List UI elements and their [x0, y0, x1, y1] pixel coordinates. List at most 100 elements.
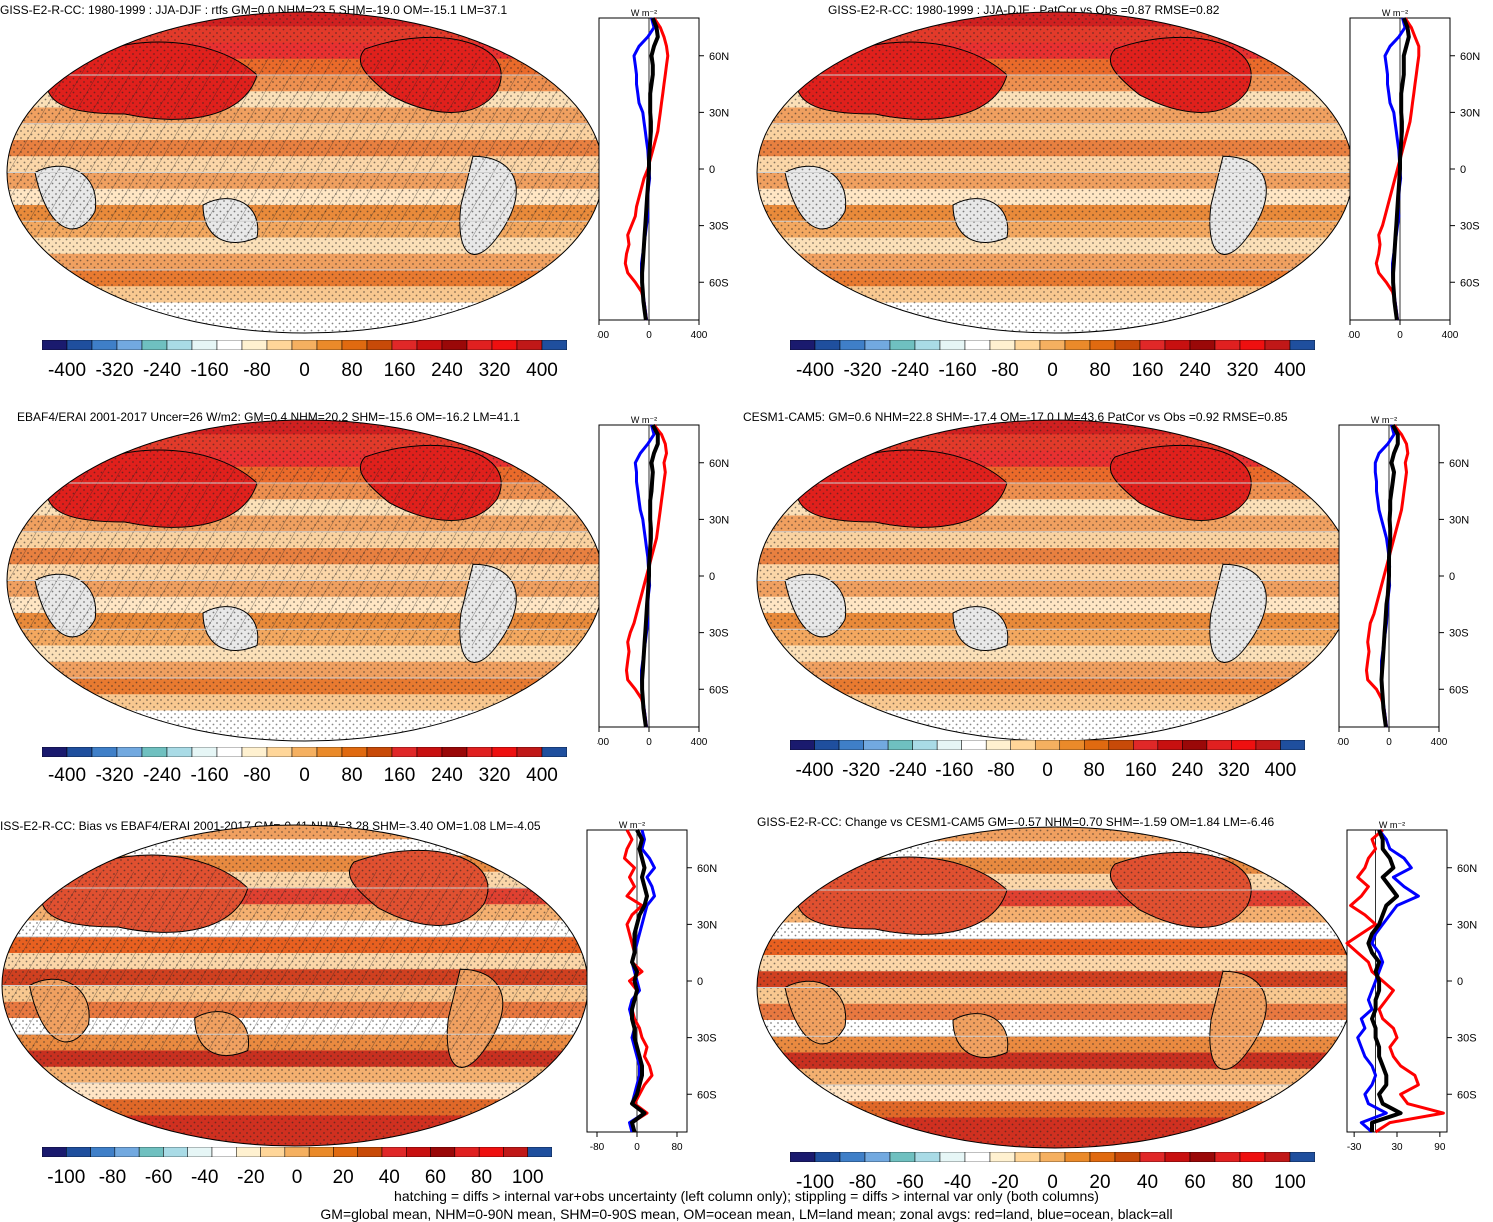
zonal-ytick-label: 30S [1460, 221, 1480, 233]
zonal-ytick-label: 0 [709, 571, 715, 583]
colorbar [42, 340, 567, 350]
colorbar-swatch [478, 1147, 504, 1157]
colorbar-swatch [1280, 740, 1305, 750]
colorbar-swatch [1157, 740, 1183, 750]
zonal-xtick-label: 30 [1391, 1142, 1403, 1153]
colorbar-label: -400 [795, 760, 834, 781]
map [6, 11, 604, 334]
colorbar-swatch [1189, 340, 1216, 350]
colorbar-swatch [454, 1147, 480, 1157]
colorbar-swatch [1064, 340, 1091, 350]
zonal-xtick-label: 0 [1397, 330, 1403, 341]
colorbar-swatch [814, 740, 840, 750]
zonal-ytick-label: 0 [1457, 976, 1463, 988]
colorbar-swatch [466, 747, 493, 757]
colorbar-swatch [441, 340, 468, 350]
colorbar-label: -40 [943, 1172, 972, 1193]
colorbar-swatch [163, 1147, 188, 1157]
colorbar-swatch [441, 747, 468, 757]
colorbar-label: 240 [431, 360, 463, 381]
map [756, 11, 1354, 334]
colorbar-swatch [291, 340, 318, 350]
colorbar-swatch [912, 740, 938, 750]
colorbar-label: 20 [1089, 1172, 1111, 1193]
zonal-ytick-label: 60S [1457, 1089, 1477, 1101]
zonal-xtick-label: 0 [1386, 737, 1392, 748]
colorbar-label: 60 [424, 1167, 446, 1188]
zonal-xtick-label: -400 [597, 330, 609, 341]
colorbar-swatch [284, 1147, 310, 1157]
zonal-xtick-label: 400 [691, 330, 708, 341]
colorbar-label: 160 [1131, 360, 1164, 381]
colorbar-swatch [66, 1147, 91, 1157]
colorbar-label: 80 [1089, 360, 1111, 381]
colorbar-swatch [308, 1147, 334, 1157]
zonal-series-land [1365, 424, 1410, 728]
colorbar-swatch [1239, 340, 1266, 350]
colorbar-swatch [961, 740, 987, 750]
panel-title: GISS-E2-R-CC: 1980-1999 : JJA-DJF : PatC… [828, 3, 1220, 17]
colorbar-swatch [790, 340, 816, 350]
zonal-xtick-label: -400 [1337, 737, 1349, 748]
colorbar-swatch [266, 340, 293, 350]
colorbar-swatch [936, 740, 962, 750]
zonal-ytick-label: 60S [1460, 277, 1480, 289]
colorbar-swatch [1164, 1152, 1191, 1162]
zonal-unit-label: W m⁻² [1382, 8, 1408, 18]
colorbar-swatch [1089, 1152, 1116, 1162]
colorbar-label: 400 [526, 360, 558, 381]
map [1, 824, 589, 1147]
colorbar-swatch [814, 340, 841, 350]
panel-title: GISS-E2-R-CC: 1980-1999 : JJA-DJF : rtfs… [0, 3, 508, 17]
colorbar-swatch [887, 740, 913, 750]
zonal-xtick-label: 80 [671, 1142, 683, 1153]
colorbar-label: 400 [1274, 360, 1306, 381]
colorbar [42, 1147, 552, 1157]
colorbar-swatch [166, 747, 193, 757]
colorbar-swatch [216, 747, 243, 757]
zonal-ytick-label: 30N [1457, 919, 1477, 931]
zonal-ytick-label: 30S [1457, 1033, 1477, 1045]
colorbar-swatch [1206, 740, 1232, 750]
zonal-ytick-label: 30N [1460, 107, 1480, 119]
colorbar-label: -160 [190, 765, 229, 786]
zonal-xtick-label: 400 [691, 737, 708, 748]
colorbar-label: -40 [190, 1167, 219, 1188]
zonal-ytick-label: 30S [709, 628, 729, 640]
colorbar-label: -240 [888, 760, 927, 781]
zonal-series-ocean [1356, 829, 1420, 1134]
footer-line-2: GM=global mean, NHM=0-90N mean, SHM=0-90… [320, 1206, 1173, 1222]
colorbar-swatch [790, 1152, 816, 1162]
colorbar-label: 240 [1179, 360, 1211, 381]
colorbar-swatch [211, 1147, 237, 1157]
zonal-xtick-label: -400 [597, 737, 609, 748]
colorbar-swatch [291, 747, 318, 757]
colorbar-swatch [839, 1152, 866, 1162]
colorbar-swatch [166, 340, 193, 350]
colorbar-swatch [316, 340, 343, 350]
colorbar-swatch [516, 340, 543, 350]
colorbar-label: 160 [383, 360, 416, 381]
zonal-xtick-label: 400 [1442, 330, 1459, 341]
colorbar-label: 60 [1184, 1172, 1206, 1193]
colorbar-swatch [1114, 1152, 1141, 1162]
colorbar-swatch [1164, 340, 1191, 350]
colorbar-swatch [1014, 340, 1041, 350]
colorbar-label: 80 [341, 765, 363, 786]
zonal-ytick-label: 60N [697, 863, 717, 875]
colorbar-swatch [1014, 1152, 1041, 1162]
colorbar-label: 160 [1124, 760, 1157, 781]
zonal-series-all [1366, 829, 1403, 1132]
hatching [7, 466, 603, 646]
zonal-series-land [1374, 17, 1421, 321]
colorbar-swatch [1289, 1152, 1315, 1162]
colorbar-swatch [541, 340, 567, 350]
zonal-ytick-label: 60N [1457, 863, 1477, 875]
colorbar-label: -100 [795, 1172, 835, 1193]
colorbar-swatch [316, 747, 343, 757]
colorbar-swatch [42, 340, 68, 350]
colorbar-swatch [838, 740, 864, 750]
colorbar [42, 747, 567, 757]
zonal-ytick-label: 60S [1449, 684, 1469, 696]
zonal-series-land [625, 424, 668, 728]
